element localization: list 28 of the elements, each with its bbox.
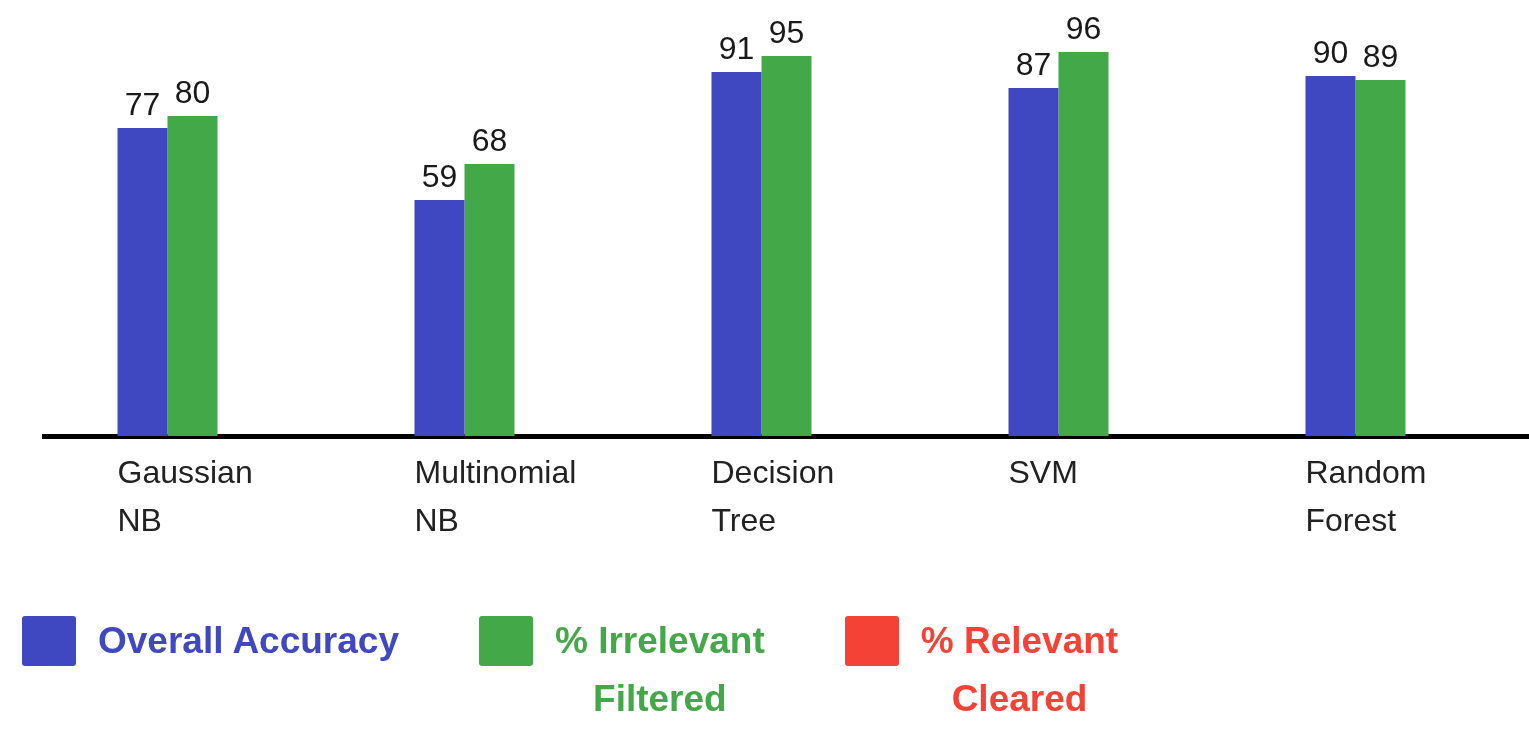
data-label: 59 <box>421 157 458 194</box>
legend-label: % Irrelevant Filtered <box>555 619 765 721</box>
bar <box>464 164 515 436</box>
bar <box>1008 88 1059 436</box>
legend-label: % Relevant Cleared <box>920 619 1119 721</box>
x-tick-label: Decision Tree <box>711 453 835 538</box>
data-label: 68 <box>471 121 508 158</box>
x-tick-label: Multinomial NB <box>414 453 577 538</box>
bar <box>117 128 168 436</box>
bar <box>1305 76 1356 436</box>
data-label: 80 <box>174 73 211 110</box>
bar <box>711 72 762 436</box>
bar <box>1058 52 1109 436</box>
bar <box>761 56 812 436</box>
bar <box>167 116 218 436</box>
x-tick-label: Gaussian NB <box>117 453 253 538</box>
data-label: 91 <box>718 29 755 66</box>
x-tick-label: Random Forest <box>1305 453 1427 538</box>
data-label: 90 <box>1312 33 1349 70</box>
x-tick-label: SVM <box>1008 453 1078 490</box>
data-label: 89 <box>1362 37 1399 74</box>
bar <box>1355 80 1406 436</box>
bar <box>414 200 465 436</box>
data-label: 77 <box>124 85 161 122</box>
legend-label: Overall Accuracy <box>98 619 399 663</box>
data-label: 95 <box>768 13 805 50</box>
data-label: 96 <box>1065 9 1102 46</box>
data-label: 87 <box>1015 45 1052 82</box>
